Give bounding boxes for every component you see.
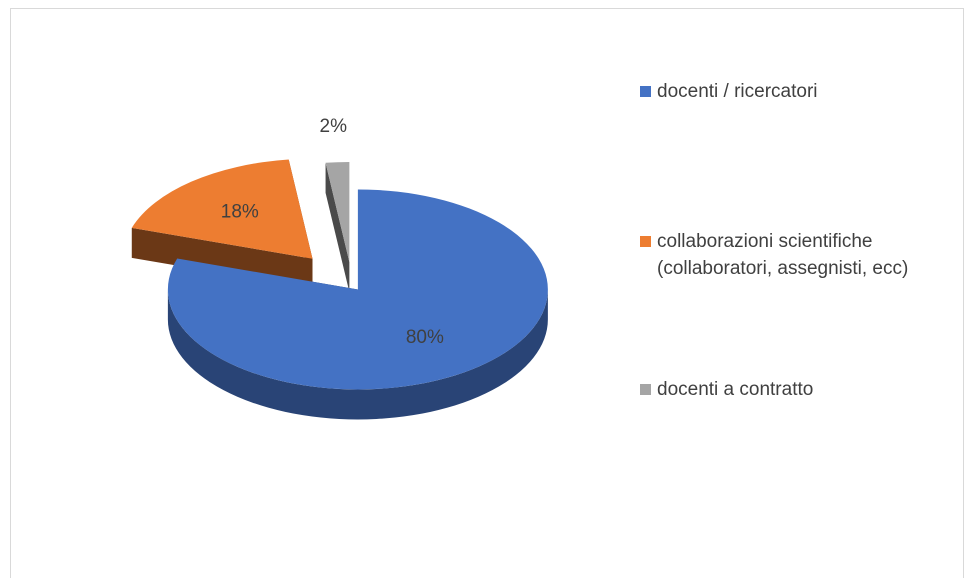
legend-label: docenti a contratto bbox=[657, 379, 814, 400]
slice bbox=[167, 189, 548, 390]
legend-swatch bbox=[640, 236, 651, 247]
slice bbox=[325, 161, 350, 262]
slice bbox=[131, 159, 313, 259]
legend-item: docenti / ricercatori bbox=[640, 78, 950, 105]
legend-item: collaborazioni scientifiche (collaborato… bbox=[640, 228, 950, 282]
chart-frame bbox=[10, 8, 964, 578]
legend-label: collaborazioni scientifiche (collaborato… bbox=[657, 231, 909, 279]
slice-cut-face bbox=[325, 162, 350, 292]
data-label: 18% bbox=[221, 202, 259, 223]
legend-swatch bbox=[640, 384, 651, 395]
slice-side bbox=[167, 289, 548, 420]
legend-swatch bbox=[640, 86, 651, 97]
slice-cut-face bbox=[131, 227, 313, 289]
data-label: 2% bbox=[320, 116, 348, 137]
legend-item: docenti a contratto bbox=[640, 376, 950, 403]
legend-label: docenti / ricercatori bbox=[657, 81, 818, 102]
data-label: 80% bbox=[406, 327, 444, 348]
